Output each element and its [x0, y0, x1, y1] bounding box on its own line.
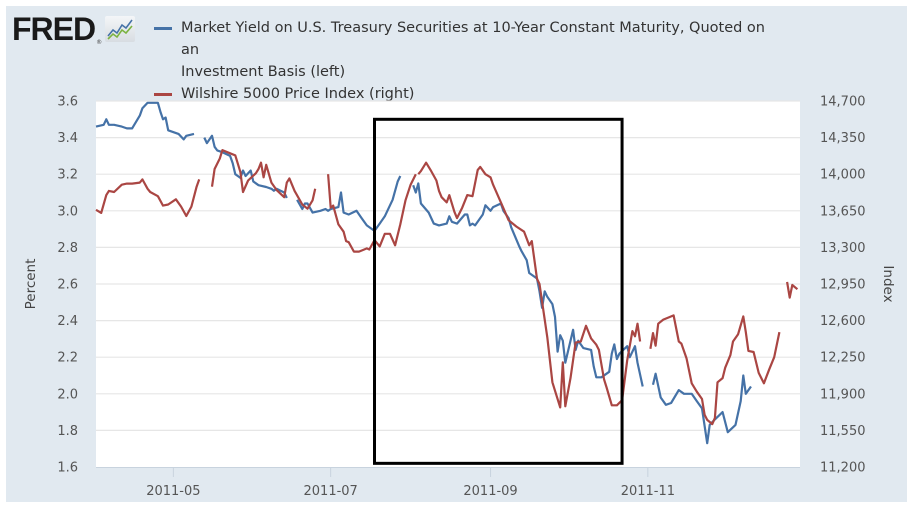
wilshire-index-line[interactable]	[417, 161, 642, 409]
y-tick-right-label: 13,300	[820, 241, 866, 256]
legend-label-continued: Investment Basis (left)	[181, 64, 346, 80]
x-axis: 2011-05 2011-07 2011-09 2011-11	[146, 467, 675, 499]
legend-swatch-blue	[154, 27, 172, 30]
y-tick-left-label: 2.4	[57, 314, 78, 329]
legend-item-wilshire[interactable]: Wilshire 5000 Price Index (right)	[154, 83, 781, 105]
y-axis-right: 11,200 11,550 11,900 12,250 12,600 12,950 13,3…	[820, 95, 866, 476]
wilshire-index-line[interactable]	[786, 281, 799, 299]
y-axis-right-title: Index	[880, 265, 896, 302]
x-tick-label: 2011-07	[304, 484, 358, 499]
y-axis-left-title: Percent	[23, 259, 39, 310]
y-tick-left-label: 3.6	[57, 95, 78, 110]
wilshire-index-line[interactable]	[327, 173, 417, 253]
y-tick-right-label: 13,650	[820, 204, 866, 219]
y-tick-right-label: 14,700	[820, 95, 866, 110]
fred-logo[interactable]: FRED ®	[12, 11, 136, 47]
y-tick-right-label: 11,550	[820, 424, 866, 439]
legend-swatch-red	[154, 93, 172, 96]
y-tick-right-label: 14,000	[820, 168, 866, 183]
treasury-yield-line[interactable]	[95, 101, 195, 141]
line-chart-icon	[105, 16, 136, 42]
y-tick-left-label: 1.6	[57, 461, 78, 476]
y-tick-right-label: 11,200	[820, 461, 866, 476]
x-tick-label: 2011-09	[463, 484, 517, 499]
y-tick-left-label: 3.2	[57, 168, 78, 183]
y-axis-left: 1.6 1.8 2.0 2.2 2.4 2.6 2.8 3.0 3.2 3.4 3.6	[57, 95, 78, 476]
y-tick-left-label: 2.6	[57, 278, 78, 293]
y-tick-right-label: 14,350	[820, 131, 866, 146]
y-tick-right-label: 11,900	[820, 387, 866, 402]
wilshire-index-line[interactable]	[649, 314, 781, 426]
annotation-rectangle	[373, 117, 624, 465]
y-tick-right-label: 12,950	[820, 278, 866, 293]
y-tick-left-label: 3.4	[57, 131, 78, 146]
y-tick-right-label: 12,600	[820, 314, 866, 329]
legend-item-treasury-yield[interactable]: Market Yield on U.S. Treasury Securities…	[154, 17, 781, 61]
y-tick-left-label: 2.2	[57, 351, 78, 366]
x-tick-label: 2011-11	[621, 484, 675, 499]
x-tick-label: 2011-05	[146, 484, 200, 499]
y-tick-left-label: 3.0	[57, 204, 78, 219]
y-tick-right-label: 12,250	[820, 351, 866, 366]
y-tick-left-label: 1.8	[57, 424, 78, 439]
series-lines	[95, 101, 799, 445]
treasury-yield-line[interactable]	[651, 372, 752, 445]
logo-text: FRED	[12, 11, 96, 47]
y-tick-left-label: 2.8	[57, 241, 78, 256]
chart-legend: Market Yield on U.S. Treasury Securities…	[154, 17, 781, 105]
y-tick-left-label: 2.0	[57, 387, 78, 402]
logo-registered-mark: ®	[96, 39, 103, 46]
legend-label: Wilshire 5000 Price Index (right)	[181, 86, 415, 102]
treasury-yield-line[interactable]	[296, 175, 402, 232]
wilshire-index-line[interactable]	[95, 178, 201, 218]
wilshire-index-line[interactable]	[210, 149, 317, 210]
legend-label: Market Yield on U.S. Treasury Securities…	[181, 20, 765, 58]
